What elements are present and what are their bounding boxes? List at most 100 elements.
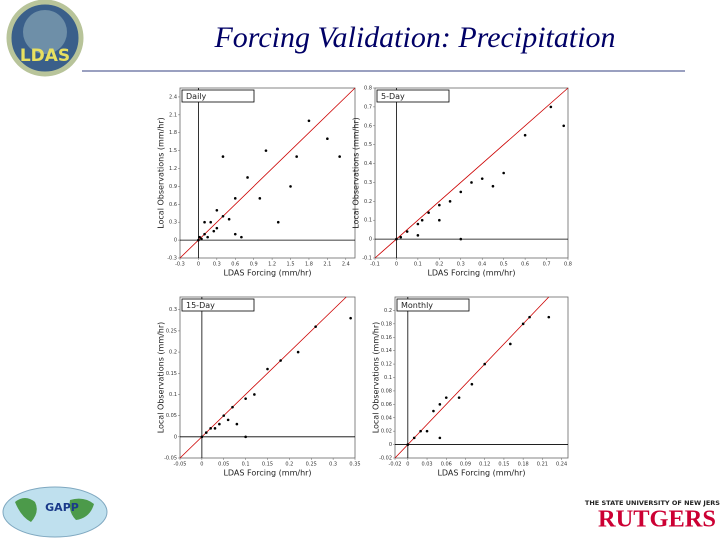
point [209, 427, 212, 430]
x-tick-label: 0.15 [498, 462, 509, 468]
point [221, 214, 225, 218]
x-tick-label: 0.1 [242, 462, 250, 468]
y-tick-label: 0.4 [364, 161, 372, 167]
point [438, 436, 442, 440]
x-tick-label: 0.05 [218, 462, 229, 468]
y-tick-label: 0.2 [384, 308, 392, 314]
y-tick-label: 0.12 [381, 362, 392, 368]
panel-label-box [376, 89, 450, 103]
x-tick-label: 0.21 [537, 462, 548, 468]
point [416, 234, 420, 237]
gapp-logo: GAPP [2, 486, 108, 538]
x-tick-label: 0.3 [329, 462, 337, 468]
panel-label: Monthly [401, 301, 433, 310]
point [227, 217, 231, 221]
point [226, 418, 230, 422]
x-axis-label: LDAS Forcing (mm/hr) [223, 469, 311, 478]
x-axis-label: LDAS Forcing (mm/hr) [437, 469, 525, 478]
point [289, 185, 292, 188]
point [295, 155, 298, 158]
x-tick-label: 0.18 [518, 462, 529, 468]
y-tick-label: 0.5 [364, 142, 372, 148]
point [502, 171, 505, 175]
x-tick-label: 0.8 [564, 262, 572, 268]
point [264, 149, 268, 152]
x-tick-label: 1.8 [305, 262, 313, 268]
point [307, 119, 311, 123]
point [222, 414, 226, 417]
y-tick-label: 0 [389, 442, 392, 448]
point [395, 237, 398, 241]
x-tick-label: 0.7 [543, 262, 551, 268]
y-tick-label: 0.1 [364, 218, 372, 224]
point [314, 325, 317, 328]
point [470, 382, 474, 386]
x-tick-label: 0 [406, 462, 409, 468]
slide-title: Forcing Validation: Precipitation [213, 21, 615, 54]
point [480, 177, 484, 180]
y-tick-label: -0.02 [379, 456, 392, 462]
panel-label-box [396, 298, 470, 312]
x-tick-label: 0.9 [250, 262, 258, 268]
point [279, 359, 282, 362]
y-tick-label: 0.6 [169, 202, 177, 208]
y-tick-label: 0.16 [381, 335, 392, 341]
x-tick-label: 0.09 [460, 462, 471, 468]
y-tick-label: 0.9 [169, 184, 177, 190]
y-tick-label: 1.8 [169, 130, 177, 136]
y-tick-label: 0 [369, 237, 372, 243]
x-axis-label: LDAS Forcing (mm/hr) [427, 269, 515, 278]
point [235, 422, 239, 426]
x-tick-label: 0.3 [457, 262, 465, 268]
point [547, 315, 551, 319]
point [444, 396, 448, 399]
x-tick-label: 0.5 [500, 262, 508, 268]
scatter-chart: -0.05 0 0.05 0.1 0.15 0.2 0.25 0.3 0.35 -0.05 0 0.0… [157, 296, 361, 478]
y-axis-label: Local Observations (mm/hr) [157, 117, 166, 229]
x-tick-label: 1.5 [287, 262, 295, 268]
y-tick-label: -0.3 [167, 256, 177, 262]
x-tick-label: 0.4 [478, 262, 486, 268]
one-to-one-line [374, 87, 569, 259]
point [420, 218, 424, 222]
y-tick-label: 0.7 [364, 104, 372, 110]
point [276, 220, 280, 224]
panel-label: 15-Day [186, 301, 215, 310]
x-tick-label: -0.3 [175, 262, 185, 268]
y-tick-label: 0.1 [169, 392, 177, 398]
point [432, 409, 435, 413]
y-tick-label: 0.8 [364, 86, 372, 92]
point [244, 435, 247, 439]
point [215, 226, 219, 230]
x-tick-label: 2.1 [323, 262, 331, 268]
y-tick-label: 0 [174, 434, 177, 440]
y-tick-label: 0.04 [381, 415, 392, 421]
plot-frame [394, 296, 569, 459]
point [419, 429, 422, 433]
scatter-chart: -0.1 0 0.1 0.2 0.3 0.4 0.5 0.6 0.7 0.8 -0.1 0 0.1 0.2… [352, 86, 572, 278]
plot-frame [179, 296, 356, 459]
point [218, 422, 221, 426]
point [206, 235, 209, 239]
point [203, 220, 206, 224]
x-tick-label: 0.35 [349, 462, 360, 468]
y-tick-label: 0.02 [381, 429, 392, 435]
point [240, 235, 243, 239]
x-tick-label: 0.6 [231, 262, 239, 268]
point [197, 238, 200, 242]
panel-label-box [181, 89, 255, 103]
x-tick-label: 0.25 [306, 462, 317, 468]
point [296, 350, 300, 354]
one-to-one-line [179, 87, 356, 259]
x-tick-label: 0.2 [285, 462, 293, 468]
point [562, 124, 566, 128]
y-tick-label: 0.2 [169, 350, 177, 356]
point [215, 208, 219, 212]
point [246, 176, 249, 179]
x-tick-label: -0.1 [370, 262, 380, 268]
y-axis-label: Local Observations (mm/hr) [372, 322, 381, 434]
point [438, 218, 441, 222]
point [457, 396, 461, 399]
point [438, 203, 441, 207]
point [521, 322, 525, 326]
